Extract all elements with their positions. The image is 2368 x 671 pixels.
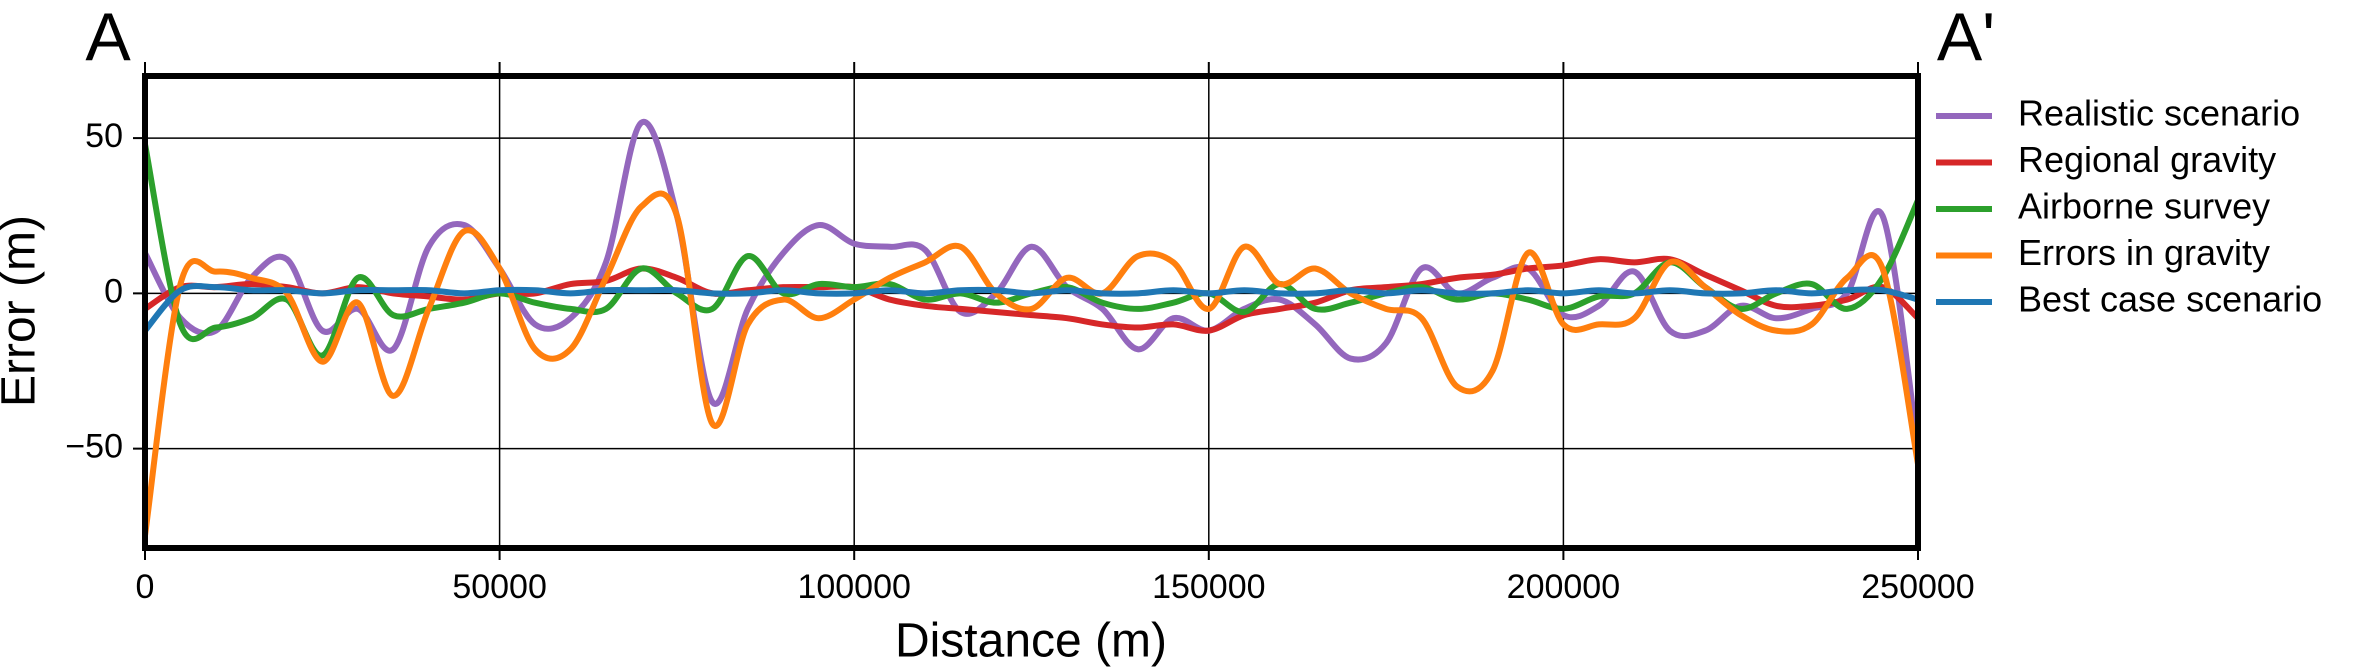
section-end-label: A'	[1937, 0, 1995, 75]
series-line	[145, 190, 1918, 536]
legend-label: Regional gravity	[2018, 139, 2276, 180]
legend-label: Realistic scenario	[2018, 93, 2300, 134]
x-tick-label: 200000	[1507, 568, 1620, 606]
legend-label: Best case scenario	[2018, 279, 2322, 320]
legend-label: Errors in gravity	[2018, 232, 2270, 273]
series-line	[145, 118, 1918, 450]
series-line	[145, 282, 1918, 333]
series-line	[145, 255, 1918, 334]
x-axis-label: Distance (m)	[895, 615, 1167, 668]
x-tick-label: 150000	[1152, 568, 1265, 606]
section-start-label: A	[85, 0, 131, 75]
y-tick-label: −50	[65, 428, 123, 466]
y-tick-label: 50	[85, 117, 123, 155]
y-axis-label: Error (m)	[0, 215, 46, 407]
series-line	[145, 143, 1918, 359]
x-tick-label: 250000	[1861, 568, 1974, 606]
legend-label: Airborne survey	[2018, 186, 2270, 227]
plot-frame	[142, 73, 1921, 551]
x-tick-label: 100000	[797, 568, 910, 606]
y-tick-label: 0	[104, 272, 123, 310]
x-tick-label: 50000	[452, 568, 547, 606]
x-tick-label: 0	[136, 568, 155, 606]
